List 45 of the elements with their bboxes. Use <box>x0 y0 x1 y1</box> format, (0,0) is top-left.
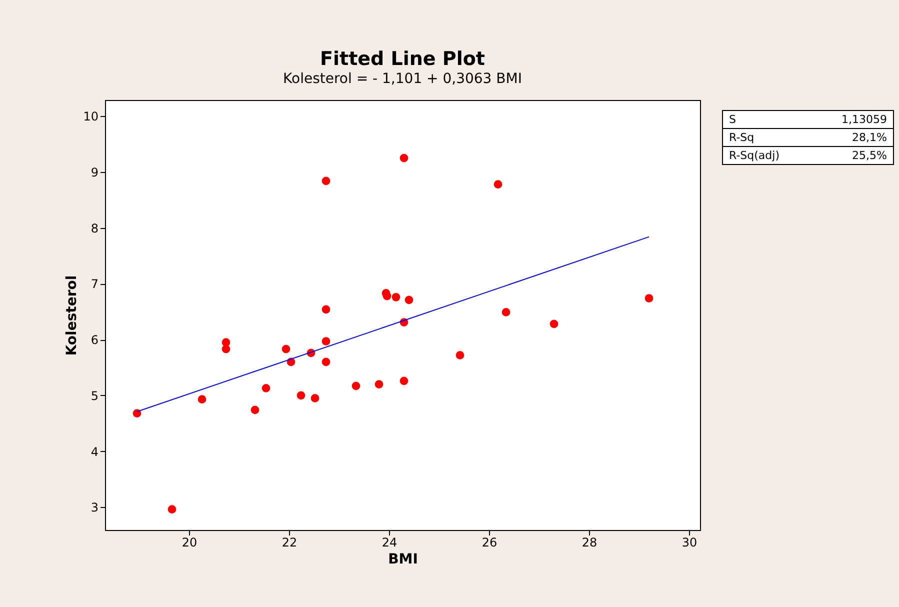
x-tick-label: 28 <box>582 536 598 550</box>
point <box>322 305 330 314</box>
x-tick-label: 30 <box>682 536 698 550</box>
point <box>222 344 230 354</box>
point <box>644 294 654 302</box>
point <box>310 394 320 402</box>
x-tick-label: 22 <box>282 536 298 550</box>
point <box>400 154 408 162</box>
point <box>198 395 206 404</box>
point <box>502 308 510 316</box>
text: R-Sq 28,1% <box>729 131 887 144</box>
point <box>322 337 330 346</box>
point <box>392 292 400 302</box>
chart-title: Fitted Line Plot <box>320 48 485 70</box>
point <box>322 358 330 366</box>
point <box>262 384 270 392</box>
y-tick-label: 9 <box>90 166 98 180</box>
point <box>352 382 360 390</box>
point <box>404 296 414 304</box>
y-axis-title: Kolesterol <box>64 275 80 356</box>
point <box>550 320 558 328</box>
y-tick-label: 4 <box>90 444 98 459</box>
point <box>456 351 464 360</box>
x-tick-label: 24 <box>382 536 398 550</box>
point <box>282 344 290 354</box>
point <box>374 380 384 388</box>
x-axis-title: BMI <box>388 552 418 568</box>
chart-subtitle: Kolesterol = - 1,101 + 0,3063 BMI <box>283 71 522 87</box>
x-tick-label: 20 <box>182 536 198 550</box>
y-tick-label: 6 <box>90 333 98 348</box>
y-tick-label: 8 <box>90 221 98 236</box>
text: S 1,13059 <box>729 113 887 126</box>
point <box>250 406 260 414</box>
point <box>400 376 408 386</box>
y-tick-label: 10 <box>83 110 98 124</box>
y-tick-label: 3 <box>90 500 98 515</box>
point <box>168 505 176 514</box>
x-tick-label: 26 <box>482 536 498 550</box>
point <box>132 409 142 418</box>
point <box>494 180 502 188</box>
y-tick-label: 5 <box>90 388 98 403</box>
y-tick-label: 7 <box>90 277 98 292</box>
point <box>296 391 306 400</box>
text: R-Sq(adj) 25,5% <box>729 149 887 162</box>
point <box>322 176 330 186</box>
